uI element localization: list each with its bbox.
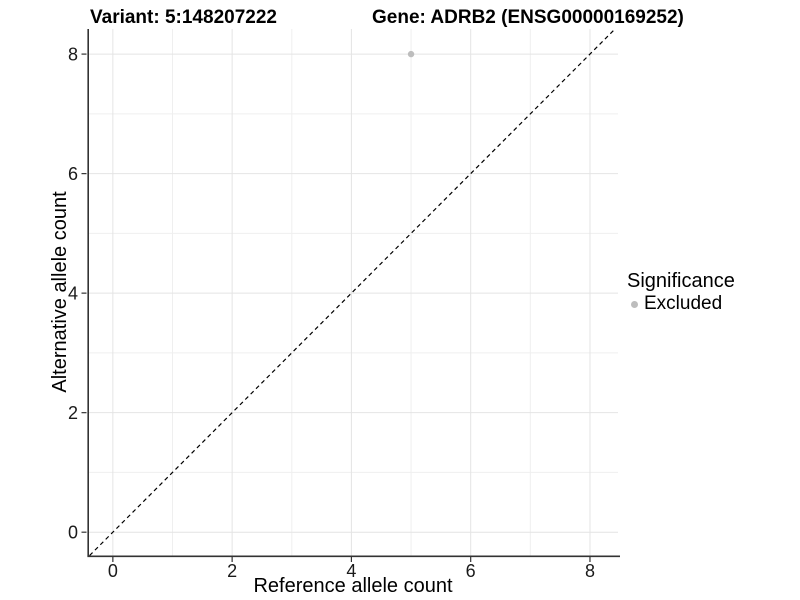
y-tick-label: 2 xyxy=(68,403,78,423)
y-tick-label: 0 xyxy=(68,523,78,543)
legend-title: Significance xyxy=(627,270,735,292)
identity-reference-line xyxy=(89,28,616,556)
y-tick-label: 8 xyxy=(68,45,78,65)
legend-point-icon xyxy=(631,300,638,308)
y-axis-title: Alternative allele count xyxy=(49,191,71,393)
grid-layer xyxy=(89,29,618,556)
x-tick-label: 0 xyxy=(108,561,118,581)
y-tick-label: 4 xyxy=(68,284,78,304)
x-axis-title: Reference allele count xyxy=(253,575,452,597)
variant-title: Variant: 5:148207222 xyxy=(90,7,277,28)
y-tick-label: 6 xyxy=(68,164,78,184)
x-tick-label: 8 xyxy=(585,561,595,581)
tick-label-layer: 0 2 4 6 8 0 2 4 6 8 xyxy=(68,45,595,581)
legend-entry: Excluded xyxy=(627,293,735,315)
legend-entry-label: Excluded xyxy=(644,293,723,314)
data-layer xyxy=(89,28,616,556)
axis-layer xyxy=(81,29,620,562)
x-tick-label: 4 xyxy=(346,561,356,581)
legend: Significance Excluded xyxy=(627,270,735,315)
x-tick-label: 6 xyxy=(466,561,476,581)
x-tick-label: 2 xyxy=(227,561,237,581)
data-point xyxy=(407,50,415,58)
gene-title: Gene: ADRB2 (ENSG00000169252) xyxy=(372,7,684,28)
